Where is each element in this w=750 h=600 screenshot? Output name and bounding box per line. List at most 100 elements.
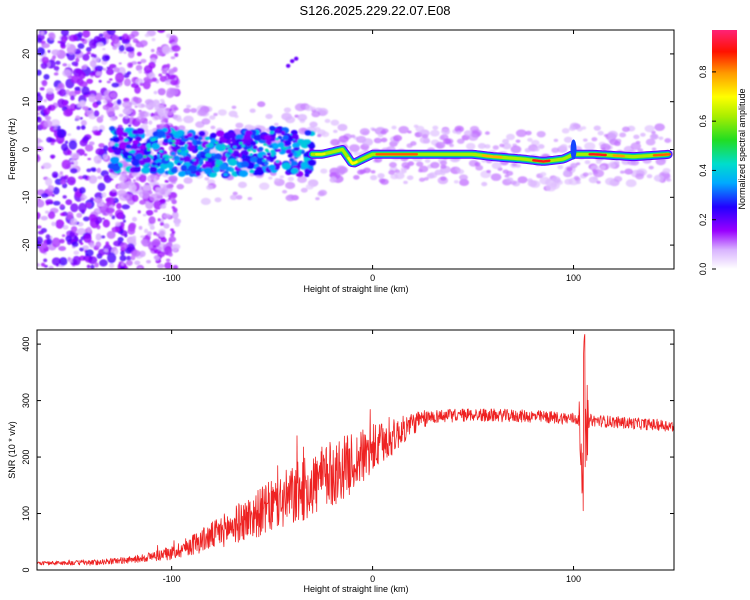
spectrogram-noise-blob [123, 51, 127, 54]
spectrogram-halo-blob [658, 136, 664, 141]
spectrogram-noise-blob [135, 78, 144, 85]
spectrogram-noise-blob [37, 145, 44, 152]
spectrogram-halo-blob [549, 181, 560, 190]
spectrogram-y-tick-label: -10 [21, 191, 31, 204]
spectrogram-halo-blob [456, 138, 465, 144]
spectrogram-halo-blob [527, 179, 538, 187]
spectrogram-halo-blob [410, 141, 417, 146]
spectrogram-noise-blob [93, 129, 101, 136]
spectrogram-y-label: Frequency (Hz) [7, 118, 17, 180]
spectrogram-halo-blob [592, 176, 598, 181]
spectrogram-bright-spot [275, 160, 280, 163]
spectrogram-noise-blob [95, 71, 102, 76]
figure-title: S126.2025.229.22.07.E08 [299, 3, 451, 18]
spectrogram-halo-blob [136, 115, 145, 122]
spectrogram-noise-blob [80, 125, 86, 130]
spectrogram-noise-blob [44, 115, 52, 121]
spectrogram-halo-blob [595, 159, 602, 165]
spectrogram-noise-blob [78, 71, 86, 80]
spectrogram-noise-blob [138, 225, 143, 230]
spectrogram-noise-blob [132, 235, 137, 240]
spectrogram-halo-blob [551, 147, 560, 154]
spectrogram-bright-spot [233, 159, 238, 163]
spectrogram-band-blob [170, 167, 178, 174]
spectrogram-band-blob [176, 162, 182, 166]
spectrogram-halo-blob [324, 118, 331, 124]
spectrogram-halo-blob [440, 128, 451, 135]
spectrogram-noise-blob [160, 237, 167, 243]
spectrogram-noise-blob [167, 74, 176, 80]
spectrogram-halo-blob [160, 119, 166, 124]
spectrogram-halo-blob [418, 177, 425, 182]
spectrogram-band-blob [112, 136, 120, 143]
colorbar-tick-label: 0.0 [698, 263, 708, 276]
spectrogram-noise-blob [48, 104, 56, 111]
spectrogram-noise-blob [88, 141, 95, 146]
spectrogram-noise-blob [148, 72, 156, 80]
spectrogram-halo-blob [492, 145, 499, 150]
spectrogram-halo-blob [377, 133, 384, 138]
spectrogram-halo-blob [491, 162, 502, 170]
spectrogram-halo-blob [588, 172, 593, 176]
spectrogram-noise-blob [115, 72, 125, 83]
spectrogram-noise-blob [85, 46, 92, 52]
spectrogram-noise-blob [130, 82, 139, 88]
spectrogram-noise-blob [132, 216, 138, 222]
spectrogram-band-blob [110, 156, 120, 164]
spectrogram-noise-blob [83, 233, 92, 243]
spectrogram-halo-blob [430, 161, 440, 169]
spectrogram-halo-blob [231, 105, 237, 109]
spectrogram-halo-blob [197, 108, 208, 116]
spectrogram-band-blob [159, 155, 164, 159]
spectrogram-noise-blob [150, 248, 155, 251]
spectrogram-band-blob [196, 140, 202, 145]
spectrogram-noise-blob [37, 225, 42, 229]
spectrogram-band-blob [268, 144, 274, 148]
snr-x-label: Height of straight line (km) [303, 584, 408, 594]
spectrogram-noise-blob [96, 42, 104, 47]
spectrogram-band-blob [118, 141, 128, 150]
spectrogram-noise-blob [57, 98, 66, 108]
spectrogram-halo-blob [573, 175, 580, 180]
spectrogram-halo-blob [177, 125, 186, 131]
spectrogram-band-blob [285, 148, 292, 154]
spectrogram-bright-spot [233, 145, 237, 149]
spectrogram-noise-blob [120, 262, 125, 266]
spectrogram-halo-blob [430, 129, 440, 137]
spectrogram-noise-blob [83, 153, 88, 157]
spectrogram-halo-blob [305, 183, 314, 190]
spectrogram-halo-blob [515, 139, 521, 143]
spectrogram-noise-blob [81, 86, 90, 96]
spectrogram-noise-blob [126, 255, 132, 261]
spectrogram-noise-blob [97, 202, 104, 207]
spectrogram-bright-spot [263, 143, 267, 146]
spectrogram-halo-blob [418, 165, 429, 173]
spectrogram-noise-blob [37, 105, 42, 112]
spectrogram-y-tick-label: -20 [21, 239, 31, 252]
spectrogram-noise-blob [66, 42, 71, 48]
spectrogram-noise-blob [88, 213, 97, 222]
spectrogram-halo-blob [584, 160, 591, 165]
spectrogram-halo-blob [423, 176, 429, 181]
spectrogram-halo-blob [217, 109, 227, 116]
spectrogram-halo-blob [111, 188, 117, 193]
spectrogram-halo-blob [142, 184, 152, 191]
spectrogram-noise-blob [102, 154, 108, 160]
spectrogram-noise-blob [63, 109, 73, 117]
spectrogram-noise-blob [71, 61, 79, 66]
spectrogram-band-blob [156, 167, 165, 175]
spectrogram-noise-blob [39, 243, 48, 249]
spectrogram-band-blob [132, 139, 139, 145]
spectrogram-noise-blob [93, 110, 100, 117]
spectrogram-band-blob [304, 129, 312, 136]
spectrogram-noise-blob [153, 254, 160, 261]
spectrogram-noise-blob [67, 149, 72, 156]
spectrogram-noise-blob [73, 250, 80, 255]
spectrogram-band-blob [253, 134, 262, 141]
spectrogram-noise-blob [43, 107, 51, 115]
spectrogram-x-tick-label: 0 [370, 273, 375, 283]
spectrogram-halo-blob [403, 180, 408, 185]
spectrogram-bright-spot [177, 149, 182, 153]
spectrogram-halo-blob [113, 106, 120, 111]
